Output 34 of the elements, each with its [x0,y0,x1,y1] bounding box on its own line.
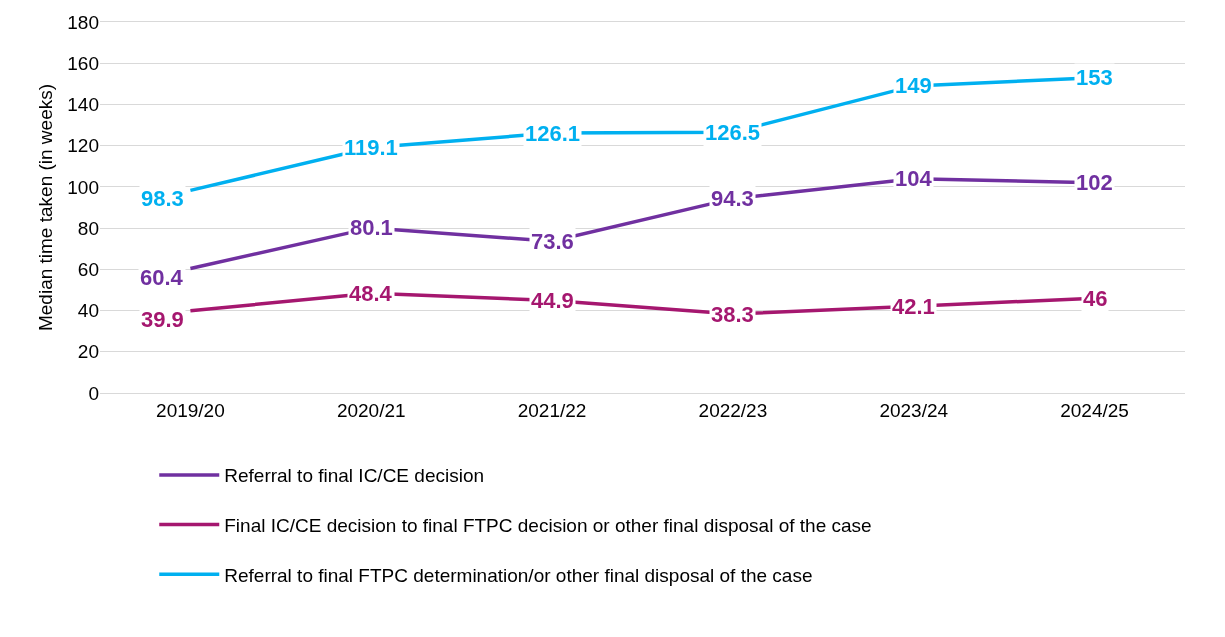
x-tick-label: 2020/21 [336,399,406,421]
y-tick-label: 20 [77,341,99,363]
y-tick-label: 80 [77,217,99,239]
y-tick-label: 120 [67,135,99,157]
y-tick-label: 0 [88,382,99,404]
y-axis-title: Median time taken (in weeks) [35,83,56,332]
data-label: 73.6 [531,229,574,254]
data-label: 126.1 [525,121,581,146]
y-tick-label: 180 [67,11,99,33]
legend-label: Referral to final IC/CE decision [224,465,485,487]
data-label: 48.4 [349,281,393,306]
data-label: 94.3 [711,186,754,211]
legend-label: Referral to final FTPC determination/or other final disposal of the case [224,564,813,586]
data-label: 42.1 [892,294,935,319]
data-label: 39.9 [141,307,184,332]
data-label: 98.3 [141,186,184,211]
data-label: 44.9 [531,288,574,313]
data-label: 119.1 [344,135,398,160]
x-tick-label: 2024/25 [1060,399,1129,421]
y-tick-label: 140 [67,94,99,116]
x-tick-label: 2019/20 [156,399,225,421]
data-label: 126.5 [705,120,761,145]
y-tick-label: 40 [77,300,99,322]
y-tick-label: 60 [77,258,99,280]
y-tick-label: 100 [67,176,99,198]
x-tick-label: 2021/22 [517,399,587,421]
legend-label: Final IC/CE decision to final FTPC decision or other final disposal of the case [224,515,872,537]
x-tick-label: 2022/23 [698,399,768,421]
x-tick-label: 2023/24 [879,399,949,421]
y-tick-label: 160 [67,52,99,74]
data-label: 80.1 [350,215,393,240]
data-label: 60.4 [140,265,184,290]
data-label: 46 [1083,286,1108,311]
data-label: 38.3 [711,302,754,327]
